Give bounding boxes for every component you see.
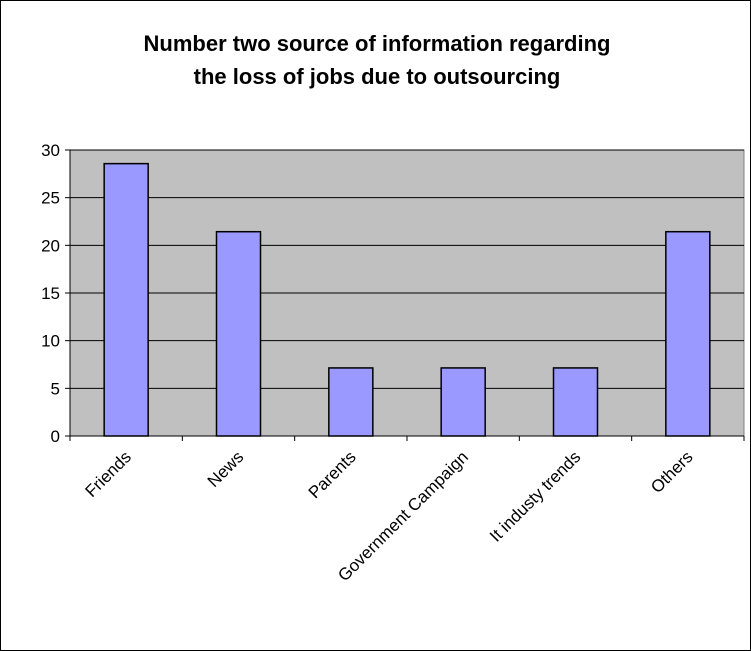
y-tick-label: 5 xyxy=(51,379,60,398)
bar xyxy=(328,367,374,437)
bar xyxy=(103,162,149,437)
y-tick-label: 10 xyxy=(41,332,60,351)
x-tick-label: Government Campaign xyxy=(334,447,472,585)
bar xyxy=(665,230,711,437)
y-tick-label: 15 xyxy=(41,284,60,303)
bars xyxy=(103,162,711,437)
y-tick-label: 0 xyxy=(51,427,60,446)
chart-title-line-1: Number two source of information regardi… xyxy=(144,31,611,56)
y-tick-label: 20 xyxy=(41,236,60,255)
bar xyxy=(215,230,262,437)
bar xyxy=(552,367,599,437)
x-tick-label: Parents xyxy=(305,447,360,502)
chart-title: Number two source of information regardi… xyxy=(144,31,611,89)
x-tick-label: It industy trends xyxy=(486,447,584,545)
y-tick-label: 30 xyxy=(41,141,60,160)
y-tick-label: 25 xyxy=(41,189,60,208)
chart-title-line-2: the loss of jobs due to outsourcing xyxy=(194,64,561,89)
x-tick-label: Friends xyxy=(81,447,135,501)
gridlines xyxy=(70,149,744,389)
y-axis-ticks: 0 5 10 15 20 25 30 xyxy=(41,141,70,446)
bar xyxy=(440,367,486,437)
x-tick-label: News xyxy=(204,447,247,490)
x-tick-label: Others xyxy=(647,447,697,497)
